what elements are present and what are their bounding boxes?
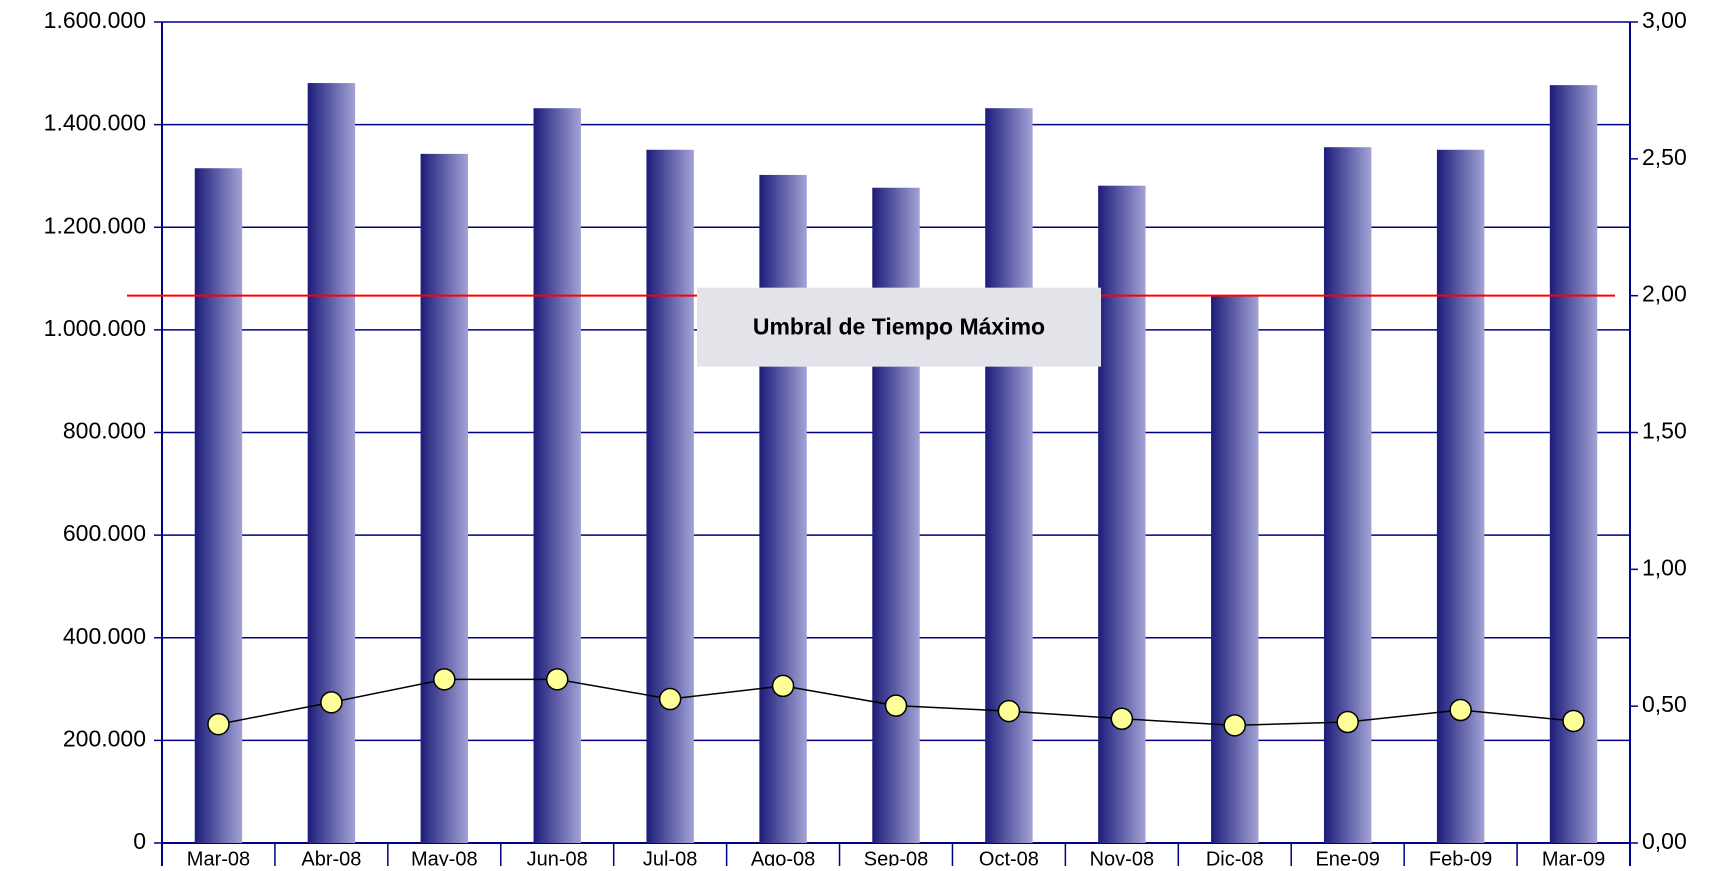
bar	[646, 149, 694, 843]
y2-tick-label: 0,00	[1642, 828, 1687, 854]
y-tick-label: 1.600.000	[44, 7, 146, 33]
bar	[1323, 147, 1372, 843]
bar	[1436, 149, 1485, 843]
line-marker	[1336, 710, 1359, 734]
line-marker	[207, 712, 230, 736]
bar	[420, 153, 469, 844]
x-tick-label: Feb-09	[1429, 848, 1492, 866]
x-tick-label: Oct-08	[979, 848, 1039, 866]
y-tick-label: 200.000	[63, 725, 146, 751]
x-tick-label: Sep-08	[864, 848, 929, 866]
y-tick-label: 600.000	[63, 520, 146, 546]
bar	[533, 108, 581, 843]
x-tick-label: May-08	[411, 848, 478, 866]
x-tick-label: Jul-08	[643, 848, 697, 866]
line-marker	[658, 687, 682, 711]
bar	[759, 174, 807, 843]
y2-tick-label: 1,00	[1642, 554, 1687, 580]
x-tick-label: Mar-09	[1542, 848, 1605, 866]
y-tick-label: 400.000	[63, 623, 146, 649]
line-marker	[545, 668, 569, 691]
y2-tick-label: 2,50	[1642, 144, 1687, 170]
x-tick-label: Jun-08	[527, 848, 588, 866]
annotation: Umbral de Tiempo Máximo	[753, 314, 1045, 340]
line-marker	[1110, 707, 1134, 731]
y-tick-label: 1.200.000	[44, 212, 146, 238]
bar	[985, 108, 1033, 843]
x-tick-label: Mar-08	[187, 848, 250, 866]
line-marker	[884, 694, 908, 717]
line-marker	[997, 699, 1021, 723]
line-marker	[1449, 698, 1472, 722]
line-marker	[1562, 709, 1585, 733]
bar	[1211, 296, 1259, 844]
y-tick-label: 1.000.000	[44, 315, 146, 341]
bar	[307, 83, 356, 843]
bar	[194, 168, 243, 844]
line-marker	[771, 674, 795, 698]
x-tick-label: Ene-09	[1315, 848, 1380, 866]
x-tick-label: Abr-08	[301, 848, 361, 866]
y2-tick-label: 1,50	[1642, 418, 1687, 444]
y-tick-label: 800.000	[63, 418, 146, 444]
bar	[1098, 185, 1146, 843]
x-tick-label: Ago-08	[751, 848, 816, 866]
y2-tick-label: 2,00	[1642, 281, 1687, 307]
x-tick-label: Nov-08	[1090, 848, 1154, 866]
annotation-box	[697, 287, 1101, 367]
y2-tick-label: 3,00	[1642, 7, 1687, 33]
x-tick-label: Dic-08	[1206, 848, 1264, 866]
line-marker	[433, 668, 456, 691]
y2-tick-label: 0,50	[1642, 691, 1687, 717]
y-tick-label: 1.400.000	[44, 110, 146, 136]
bar	[872, 187, 920, 843]
line-marker	[1223, 714, 1247, 737]
y-tick-label: 0	[133, 828, 146, 854]
line-marker	[320, 691, 343, 714]
